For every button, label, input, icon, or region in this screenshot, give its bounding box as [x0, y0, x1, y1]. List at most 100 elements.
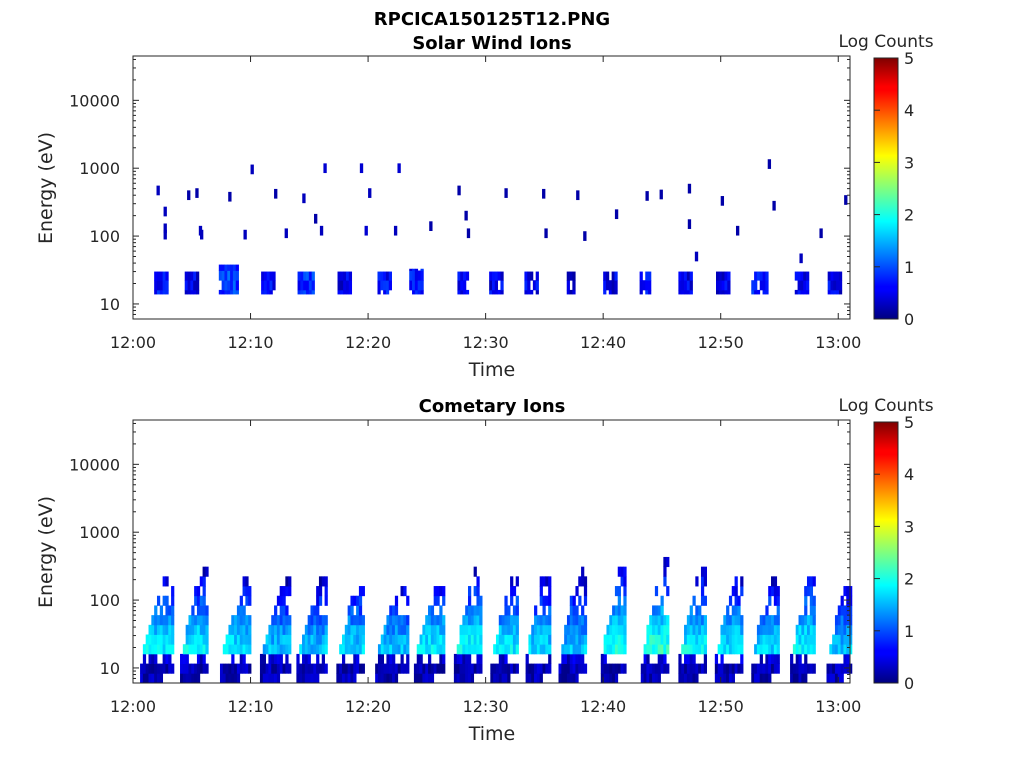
spectrogram-cell [321, 624, 325, 635]
spectrogram-cell [531, 624, 535, 635]
spectrogram-cell [276, 595, 281, 606]
spectrogram-cell [500, 271, 504, 281]
x-tick-label: 12:40 [580, 333, 626, 352]
spectrogram-cell [308, 280, 313, 291]
spectrogram-cell [245, 644, 249, 655]
spectrogram-cell [310, 615, 314, 626]
spectrogram-cell [242, 586, 246, 597]
spectrogram-cell [663, 663, 667, 674]
spectrogram-cell [361, 644, 365, 655]
spectrogram-cell [652, 634, 656, 645]
spectrogram-cell [751, 280, 755, 291]
spectrogram-cell [473, 566, 477, 577]
spectrogram-cell [303, 271, 307, 281]
spectrogram-cell [684, 280, 688, 291]
spectrogram-cell [569, 624, 574, 635]
spectrogram-cell [462, 644, 466, 655]
spectrogram-cell [231, 644, 235, 655]
spectrogram-cell [230, 270, 234, 281]
spectrogram-cell [724, 271, 728, 281]
spectrogram-cell [795, 634, 799, 645]
spectrogram-cell [433, 586, 437, 597]
spectrogram-cell [564, 634, 568, 645]
spectrogram-cell [569, 644, 574, 655]
spectrogram-cell [416, 644, 420, 655]
spectrogram-cell [282, 663, 286, 674]
spectrogram-cell [623, 663, 627, 674]
spectrogram-cell [321, 576, 325, 587]
spectrogram-cell [649, 624, 653, 635]
spectrogram-cell [154, 663, 158, 674]
spectrogram-cell [266, 280, 270, 291]
colorbar-frame [873, 57, 899, 320]
spectrogram-cell [686, 615, 691, 626]
spectrogram-cell [191, 673, 195, 684]
spectrogram-cell [199, 644, 203, 655]
spectrogram-cell [666, 634, 670, 645]
spectrogram-cell [231, 653, 235, 665]
spectrogram-cell [242, 605, 246, 616]
x-tick-label: 12:20 [345, 697, 391, 716]
spectrogram-cell [797, 289, 801, 295]
spectrogram-cell [466, 228, 471, 239]
spectrogram-cell [666, 556, 670, 568]
spectrogram-cell [575, 673, 579, 684]
spectrogram-cell [156, 615, 161, 626]
spectrogram-cell [727, 271, 731, 281]
spectrogram-cell [347, 644, 351, 655]
spectrogram-cell [812, 615, 816, 626]
spectrogram-cell [843, 663, 847, 674]
spectrogram-cell [318, 644, 323, 655]
spectrogram-cell [614, 615, 619, 626]
spectrogram-cell [348, 280, 353, 291]
spectrogram-cell [542, 605, 546, 616]
spectrogram-cell [417, 280, 421, 291]
spectrogram-cell [773, 595, 778, 606]
spectrogram-cell [202, 634, 206, 645]
spectrogram-cell [310, 624, 314, 635]
spectrogram-cell [467, 653, 472, 665]
spectrogram-cell [612, 615, 616, 626]
spectrogram-cell [703, 566, 707, 577]
spectrogram-cell [623, 566, 627, 577]
spectrogram-cell [456, 663, 460, 674]
colorbar-gradient [874, 422, 898, 683]
spectrogram-cell [191, 663, 195, 674]
spectrogram-cell [467, 624, 472, 635]
spectrogram-cell [420, 270, 424, 281]
spectrogram-cell [843, 634, 847, 645]
spectrogram-cell [548, 605, 552, 616]
spectrogram-cell [660, 663, 664, 674]
spectrogram-cell [681, 663, 685, 674]
spectrogram-cell [643, 653, 647, 665]
spectrogram-cell [524, 280, 528, 291]
spectrogram-cell [491, 280, 496, 291]
spectrogram-cell [776, 634, 780, 645]
spectrogram-cell [430, 605, 435, 616]
spectrogram-cell [649, 634, 653, 645]
spectrogram-cell [439, 615, 443, 626]
spectrogram-cell [460, 271, 464, 281]
spectrogram-cell [600, 663, 605, 674]
spectrogram-cell [654, 586, 659, 597]
spectrogram-cell [282, 605, 286, 616]
spectrogram-cell [840, 663, 844, 674]
spectrogram-cell [798, 615, 802, 626]
spectrogram-cell [809, 595, 814, 606]
spectrogram-cell [394, 615, 399, 626]
spectrogram-cell [686, 634, 691, 645]
spectrogram-cell [156, 644, 161, 655]
spectrogram-cell [465, 634, 469, 645]
spectrogram-cell [660, 624, 664, 635]
spectrogram-cell [657, 644, 661, 655]
spectrogram-cell [649, 663, 653, 674]
spectrogram-cell [235, 264, 239, 271]
spectrogram-cell [583, 634, 588, 645]
spectrogram-cell [765, 653, 769, 665]
spectrogram-cell [159, 624, 164, 635]
spectrogram-cell [578, 634, 582, 645]
spectrogram-cell [397, 163, 401, 174]
spectrogram-cell [812, 624, 816, 635]
spectrogram-cell [311, 289, 315, 295]
